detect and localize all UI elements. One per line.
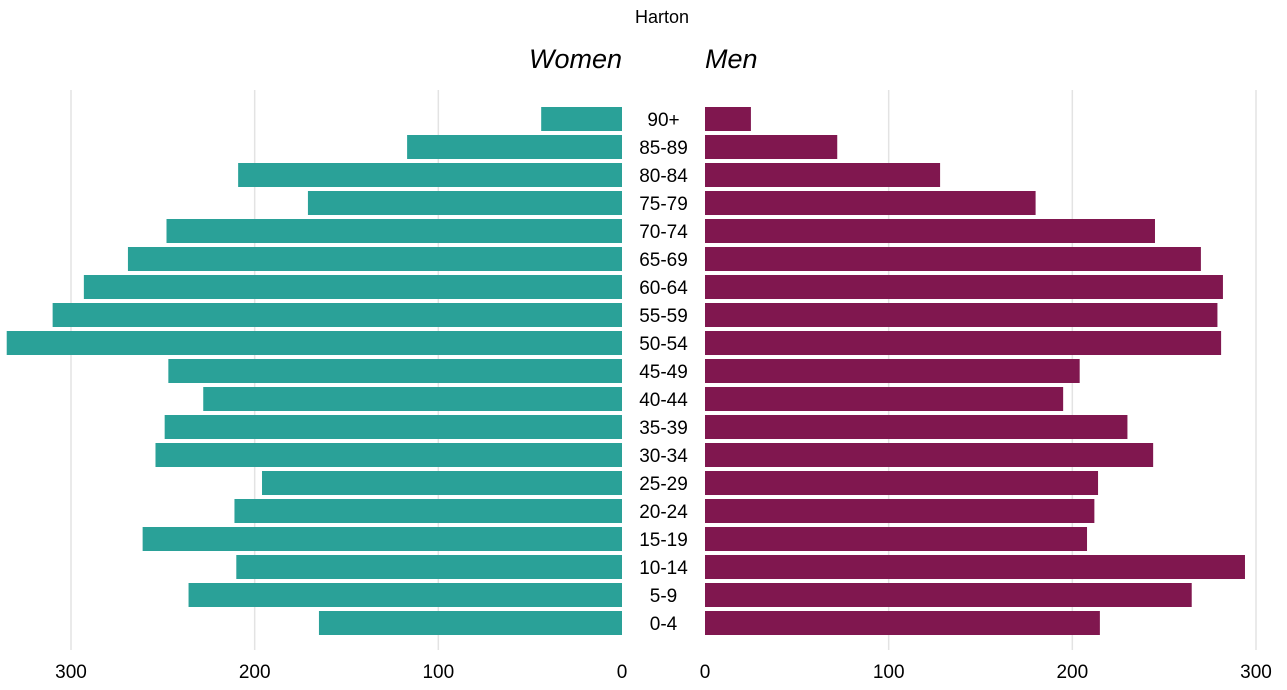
bar-women-10-14 [236, 555, 623, 579]
bar-men-85-89 [705, 135, 838, 159]
bar-women-25-29 [262, 471, 622, 495]
bar-women-85-89 [407, 135, 622, 159]
bar-women-15-19 [142, 527, 622, 551]
bar-men-55-59 [705, 303, 1218, 327]
tick-label-women-100: 100 [422, 662, 454, 683]
category-label-85-89: 85-89 [639, 138, 688, 159]
bar-men-75-79 [705, 191, 1036, 215]
bar-women-80-84 [238, 163, 623, 187]
category-label-80-84: 80-84 [639, 166, 688, 187]
category-label-5-9: 5-9 [650, 586, 677, 607]
bar-men-60-64 [705, 275, 1223, 299]
bar-women-65-69 [127, 247, 622, 271]
category-label-25-29: 25-29 [639, 474, 688, 495]
category-label-70-74: 70-74 [639, 222, 688, 243]
bar-women-0-4 [318, 611, 622, 635]
bar-men-65-69 [705, 247, 1201, 271]
tick-label-men-100: 100 [873, 662, 905, 683]
bar-women-60-64 [83, 275, 622, 299]
bar-women-50-54 [6, 331, 622, 355]
bar-women-5-9 [188, 583, 622, 607]
tick-label-men-300: 300 [1240, 662, 1272, 683]
bar-women-45-49 [168, 359, 623, 383]
tick-label-women-0: 0 [617, 662, 628, 683]
bar-women-40-44 [203, 387, 623, 411]
women-bars [6, 107, 623, 635]
tick-label-men-200: 200 [1056, 662, 1088, 683]
category-label-40-44: 40-44 [639, 390, 688, 411]
bar-men-50-54 [705, 331, 1222, 355]
category-label-75-79: 75-79 [639, 194, 688, 215]
bar-men-90+ [705, 107, 751, 131]
tick-label-women-200: 200 [239, 662, 271, 683]
bar-women-55-59 [52, 303, 622, 327]
bar-men-80-84 [705, 163, 941, 187]
men-bars [705, 107, 1245, 635]
bar-men-5-9 [705, 583, 1192, 607]
bar-women-70-74 [166, 219, 623, 243]
bar-women-75-79 [307, 191, 622, 215]
bar-women-30-34 [155, 443, 622, 467]
category-label-10-14: 10-14 [639, 558, 688, 579]
category-label-15-19: 15-19 [639, 530, 688, 551]
bar-men-40-44 [705, 387, 1064, 411]
bar-men-70-74 [705, 219, 1155, 243]
bar-men-25-29 [705, 471, 1099, 495]
bar-men-30-34 [705, 443, 1154, 467]
category-label-60-64: 60-64 [639, 278, 688, 299]
women-side-label: Women [529, 44, 622, 74]
category-label-45-49: 45-49 [639, 362, 688, 383]
bar-men-0-4 [705, 611, 1100, 635]
x-axis-ticks: 0 0 100 100 200 200 300 300 [55, 662, 1272, 683]
category-label-35-39: 35-39 [639, 418, 688, 439]
category-label-65-69: 65-69 [639, 250, 688, 271]
category-label-90+: 90+ [647, 110, 679, 131]
bar-women-90+ [541, 107, 622, 131]
tick-label-men-0: 0 [700, 662, 711, 683]
category-label-20-24: 20-24 [639, 502, 688, 523]
bar-women-35-39 [164, 415, 623, 439]
category-label-50-54: 50-54 [639, 334, 688, 355]
men-side-label: Men [705, 44, 758, 74]
chart-title: Harton [635, 7, 689, 27]
category-label-0-4: 0-4 [650, 614, 678, 635]
bar-men-35-39 [705, 415, 1128, 439]
bar-men-10-14 [705, 555, 1245, 579]
bar-women-20-24 [234, 499, 623, 523]
bar-men-45-49 [705, 359, 1080, 383]
category-label-55-59: 55-59 [639, 306, 688, 327]
category-label-30-34: 30-34 [639, 446, 688, 467]
age-group-labels: 0-4 5-9 10-14 15-19 20-24 25-29 30-34 35-39 40-4… [639, 110, 688, 635]
bar-men-15-19 [705, 527, 1088, 551]
bar-men-20-24 [705, 499, 1095, 523]
tick-label-women-300: 300 [55, 662, 87, 683]
